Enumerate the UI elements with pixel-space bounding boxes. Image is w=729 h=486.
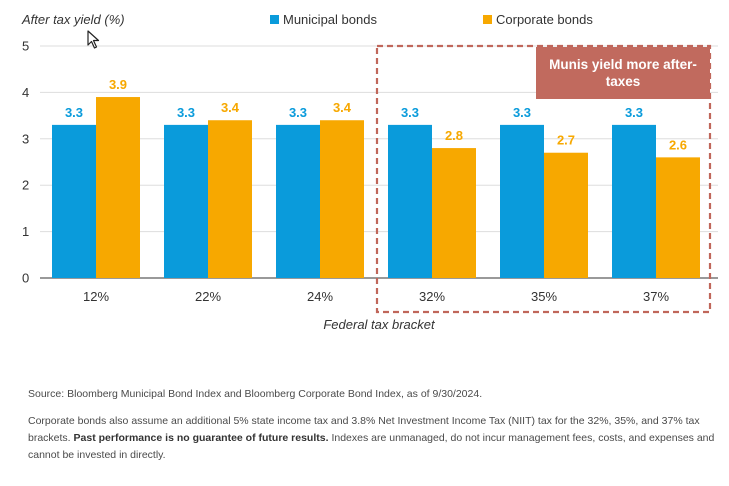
- data-label: 3.9: [109, 77, 127, 92]
- highlight-banner: [536, 47, 710, 99]
- highlight-label: taxes: [606, 74, 641, 89]
- bar: [96, 97, 140, 278]
- data-label: 3.4: [221, 100, 240, 115]
- past-performance-warning: Past performance is no guarantee of futu…: [73, 432, 329, 444]
- bar: [52, 124, 96, 278]
- highlight-box: [375, 44, 712, 314]
- x-tick-label: 22%: [195, 289, 221, 304]
- bar: [432, 148, 476, 278]
- arrow-cursor-icon: [87, 30, 100, 49]
- data-label: 2.7: [557, 133, 575, 148]
- data-label: 3.3: [401, 105, 419, 120]
- legend-swatch: [270, 15, 279, 24]
- bar: [612, 124, 656, 278]
- x-tick-label: 12%: [83, 289, 109, 304]
- disclaimer-note: Corporate bonds also assume an additiona…: [28, 413, 718, 464]
- data-label: 3.3: [289, 105, 307, 120]
- x-tick-label: 32%: [419, 289, 445, 304]
- data-label: 2.8: [445, 128, 463, 143]
- data-label: 3.4: [333, 100, 352, 115]
- x-tick-label: 24%: [307, 289, 333, 304]
- highlight-label: Munis yield more after-: [549, 57, 697, 72]
- data-label: 3.3: [65, 105, 83, 120]
- y-tick-label: 0: [22, 271, 29, 286]
- y-tick-label: 3: [22, 131, 29, 146]
- x-tick-label: 37%: [643, 289, 669, 304]
- y-tick-label: 5: [22, 39, 29, 54]
- bar: [164, 124, 208, 278]
- y-axis-title: After tax yield (%): [21, 12, 125, 27]
- y-tick-label: 4: [22, 85, 29, 100]
- data-label: 3.3: [177, 105, 195, 120]
- data-label: 3.3: [513, 105, 531, 120]
- x-axis-title: Federal tax bracket: [323, 317, 436, 332]
- legend-label: Municipal bonds: [283, 12, 377, 27]
- bar-chart: 0 1 2 3 4 5 After tax yield (%) Municipal bonds…: [21, 12, 718, 332]
- bar: [276, 124, 320, 278]
- y-tick-label: 2: [22, 178, 29, 193]
- assumption-text: Corporate bonds also assume an additiona…: [28, 415, 700, 444]
- bar: [208, 120, 252, 279]
- bar: [544, 152, 588, 278]
- x-tick-label: 35%: [531, 289, 557, 304]
- legend-swatch: [483, 15, 492, 24]
- source-note: Source: Bloomberg Municipal Bond Index a…: [28, 388, 483, 400]
- bar: [656, 157, 700, 278]
- data-label: 2.6: [669, 137, 687, 152]
- y-tick-label: 1: [22, 224, 29, 239]
- index-disclaimer-text: Indexes are unmanaged, do not incur mana…: [28, 432, 715, 461]
- bar: [500, 124, 544, 278]
- data-label: 3.3: [625, 105, 643, 120]
- bar: [388, 124, 432, 278]
- chart-notes: Source: Bloomberg Municipal Bond Index a…: [28, 386, 718, 464]
- bar: [320, 120, 364, 279]
- legend-label: Corporate bonds: [496, 12, 593, 27]
